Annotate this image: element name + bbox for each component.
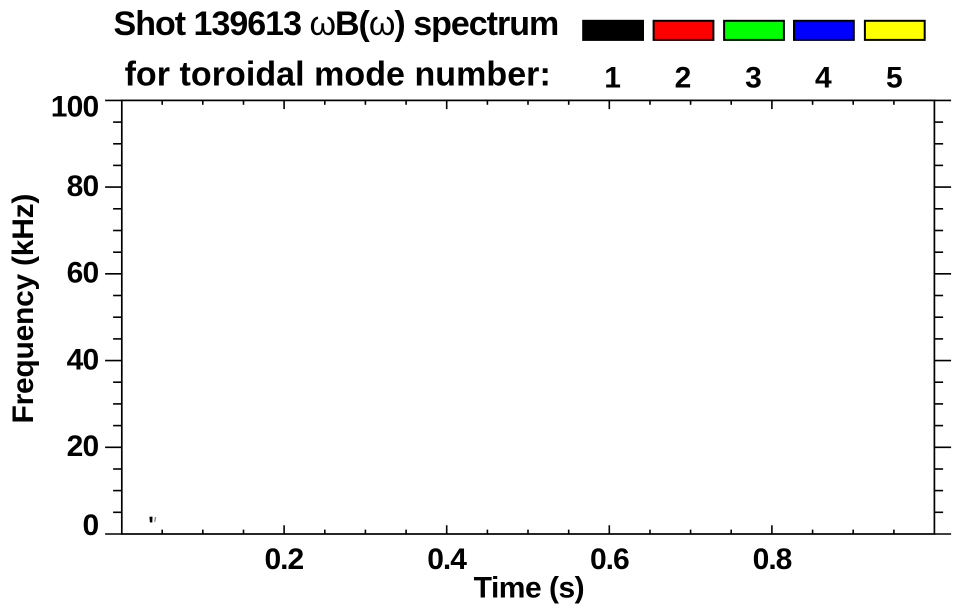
svg-text:Time (s): Time (s)	[474, 572, 584, 605]
svg-text:20: 20	[67, 430, 99, 463]
svg-text:Frequency (kHz): Frequency (kHz)	[7, 194, 40, 424]
svg-text:for toroidal mode number:: for toroidal mode number:	[125, 56, 551, 94]
svg-text:Shot 139613 ωB(ω) spectrum: Shot 139613 ωB(ω) spectrum	[114, 5, 559, 43]
svg-text:4: 4	[815, 61, 832, 94]
svg-text:80: 80	[67, 170, 99, 203]
svg-text:60: 60	[67, 257, 99, 290]
svg-text:2: 2	[675, 61, 692, 94]
svg-text:0.2: 0.2	[264, 543, 303, 576]
svg-text:100: 100	[51, 90, 99, 123]
svg-text:3: 3	[745, 61, 762, 94]
svg-text:0.6: 0.6	[590, 543, 629, 576]
svg-text:0.4: 0.4	[427, 543, 467, 576]
svg-text:40: 40	[67, 344, 99, 377]
svg-text:1: 1	[604, 61, 621, 94]
svg-text:5: 5	[886, 61, 903, 94]
svg-text:0.8: 0.8	[753, 543, 792, 576]
svg-text:0: 0	[83, 509, 99, 542]
